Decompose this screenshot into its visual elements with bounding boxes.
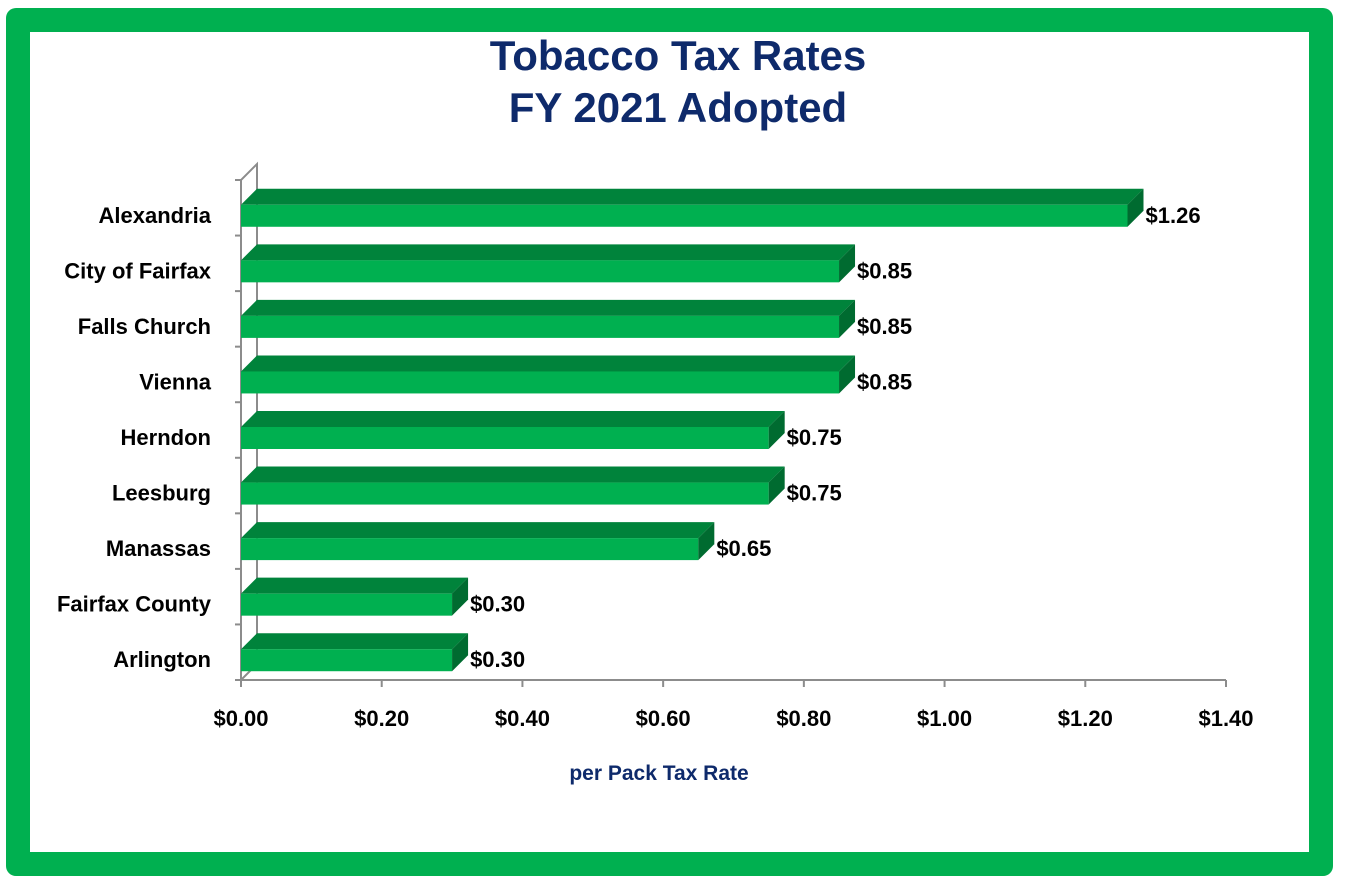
category-label: Vienna [139, 369, 212, 394]
category-label: Herndon [121, 425, 211, 450]
bar [241, 538, 699, 561]
bar-top-face [241, 299, 856, 316]
bar [241, 260, 840, 283]
category-label: Fairfax County [57, 592, 212, 617]
bar-top-face [241, 188, 1144, 205]
x-tick-label: $0.20 [354, 706, 409, 731]
bar-side-face [452, 633, 469, 672]
bar [241, 482, 769, 505]
x-tick-label: $1.40 [1198, 706, 1253, 731]
bar-top-face [241, 522, 715, 539]
bar-side-face [768, 466, 785, 505]
bar-top-face [241, 577, 469, 594]
data-label: $1.26 [1146, 203, 1201, 228]
category-label: Arlington [113, 647, 211, 672]
bar-side-face [839, 355, 856, 394]
bar-side-face [1127, 188, 1144, 227]
bar-top-face [241, 244, 856, 261]
bar-side-face [839, 299, 856, 338]
chart-title-line-1: Tobacco Tax Rates [489, 32, 867, 79]
bar-top-face [241, 411, 785, 427]
data-label: $0.30 [470, 647, 525, 672]
x-tick-label: $0.00 [213, 706, 268, 731]
bar [241, 593, 453, 616]
category-label: City of Fairfax [64, 258, 211, 283]
chart-frame [6, 8, 1333, 876]
bar-side-face [698, 522, 715, 561]
bar-side-face [839, 244, 856, 283]
category-label: Falls Church [78, 314, 211, 339]
x-tick-label: $1.20 [1058, 706, 1113, 731]
data-label: $0.30 [470, 592, 525, 617]
category-label: Alexandria [99, 203, 212, 228]
bar [241, 204, 1128, 227]
bar [241, 371, 840, 394]
category-label: Manassas [106, 536, 211, 561]
bar-side-face [452, 577, 469, 616]
data-label: $0.75 [787, 481, 842, 506]
chart-title: Tobacco Tax Rates FY 2021 Adopted [0, 30, 1356, 134]
bar-top-face [241, 466, 785, 483]
bar-side-face [768, 411, 785, 449]
x-tick-label: $0.60 [636, 706, 691, 731]
bar [241, 315, 840, 338]
data-label: $0.85 [857, 314, 912, 339]
data-label: $0.85 [857, 369, 912, 394]
data-label: $0.75 [787, 425, 842, 450]
bar-top-face [241, 633, 469, 650]
x-tick-label: $0.40 [495, 706, 550, 731]
data-label: $0.85 [857, 258, 912, 283]
bar [241, 649, 453, 672]
bar-top-face [241, 355, 856, 372]
bar [241, 427, 769, 449]
category-label: Leesburg [112, 481, 211, 506]
x-tick-label: $1.00 [917, 706, 972, 731]
x-axis-title: per Pack Tax Rate [569, 762, 749, 785]
data-label: $0.65 [716, 536, 771, 561]
x-tick-label: $0.80 [776, 706, 831, 731]
chart-title-line-2: FY 2021 Adopted [508, 84, 848, 131]
